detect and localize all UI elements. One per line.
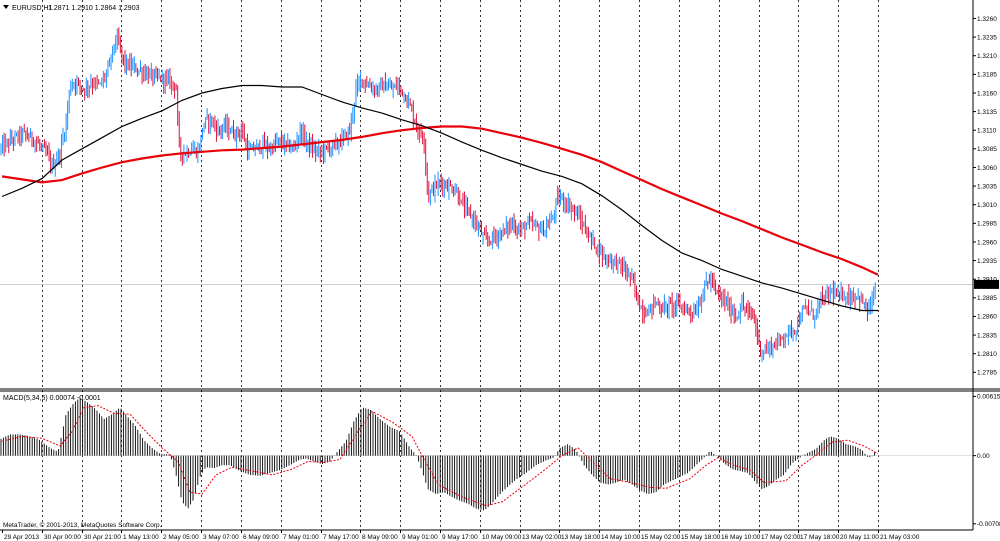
time-tick-label: 3 May 07:00 — [203, 534, 239, 541]
macd-axis: 0.00615 0.00 -0.00708 — [973, 394, 1000, 528]
time-tick-label: 17 May 18:00 — [800, 534, 840, 541]
price-tick-label: 1.3135 — [977, 109, 997, 116]
time-tick-label: 13 May 02:00 — [522, 534, 562, 541]
time-tick-label: 15 May 18:00 — [681, 534, 721, 541]
price-tick-label: 1.3185 — [977, 72, 997, 79]
symbol-label: EURUSD,H1 — [12, 5, 53, 12]
price-tick-label: 1.2960 — [977, 239, 997, 246]
time-axis: 29 Apr 2013 30 Apr 00:00 30 Apr 21:00 1 May… — [2, 530, 920, 541]
moving-average-fast — [1, 84, 878, 312]
time-tick-label: 16 May 10:00 — [721, 534, 761, 541]
time-tick-label: 15 May 02:00 — [641, 534, 681, 541]
price-tick-label: 1.3160 — [977, 90, 997, 97]
chart-header[interactable]: EURUSD,H1 1.2871 1.2910 1.2864 1.2903 — [3, 5, 140, 12]
macd-signal-line — [1, 405, 879, 507]
time-tick-label: 2 May 05:00 — [163, 534, 199, 541]
price-tick-label: 1.2785 — [977, 370, 997, 377]
time-tick-label: 17 May 02:00 — [761, 534, 801, 541]
time-tick-label: 9 May 17:00 — [442, 534, 478, 541]
current-price-marker: 1.2903 — [974, 279, 999, 289]
price-tick-label: 1.3260 — [977, 16, 997, 23]
macd-label: MACD(5,34,5) 0.00074 -0.0001 — [3, 395, 101, 402]
current-price-box — [974, 279, 999, 289]
time-tick-label: 20 May 11:00 — [840, 534, 879, 541]
time-tick-label: 1 May 13:00 — [123, 534, 159, 541]
price-tick-label: 1.3235 — [977, 34, 997, 41]
time-tick-label: 29 Apr 2013 — [4, 534, 39, 541]
macd-tick-label: 0.00 — [977, 453, 990, 460]
moving-average-slow — [1, 125, 879, 276]
ohlc-label: 1.2871 1.2910 1.2864 1.2903 — [48, 5, 140, 12]
time-tick-label: 7 May 17:00 — [323, 534, 359, 541]
time-tick-label: 7 May 01:00 — [283, 534, 319, 541]
time-tick-label: 30 Apr 21:00 — [84, 534, 121, 541]
price-tick-label: 1.2885 — [977, 295, 997, 302]
price-tick-label: 1.3035 — [977, 183, 997, 190]
price-tick-label: 1.3210 — [977, 53, 997, 60]
macd-panel[interactable] — [0, 397, 973, 511]
vertical-grid — [42, 0, 879, 530]
copyright-text: MetaTrader, © 2001-2013, MetaQuotes Soft… — [3, 521, 162, 529]
price-tick-label: 1.3060 — [977, 165, 997, 172]
time-tick-label: 21 May 03:00 — [880, 534, 920, 541]
macd-tick-label: 0.00615 — [977, 394, 1000, 401]
price-tick-label: 1.2935 — [977, 258, 997, 265]
time-tick-label: 9 May 01:00 — [402, 534, 438, 541]
time-tick-label: 10 May 09:00 — [482, 534, 522, 541]
triangle-down-icon[interactable] — [3, 5, 9, 9]
time-tick-label: 8 May 09:00 — [362, 534, 398, 541]
price-tick-label: 1.2860 — [977, 314, 997, 321]
macd-tick-label: -0.00708 — [977, 521, 1000, 528]
price-tick-label: 1.3085 — [977, 146, 997, 153]
price-tick-label: 1.2835 — [977, 332, 997, 339]
price-panel[interactable] — [0, 27, 973, 363]
time-tick-label: 14 May 10:00 — [601, 534, 641, 541]
price-tick-label: 1.2810 — [977, 351, 997, 358]
time-tick-label: 13 May 18:00 — [561, 534, 601, 541]
price-tick-label: 1.2985 — [977, 221, 997, 228]
price-tick-label: 1.3110 — [977, 128, 997, 135]
price-tick-label: 1.3010 — [977, 202, 997, 209]
current-price-label: 1.2903 — [977, 282, 997, 289]
time-tick-label: 30 Apr 00:00 — [44, 534, 81, 541]
time-tick-label: 6 May 09:00 — [243, 534, 279, 541]
